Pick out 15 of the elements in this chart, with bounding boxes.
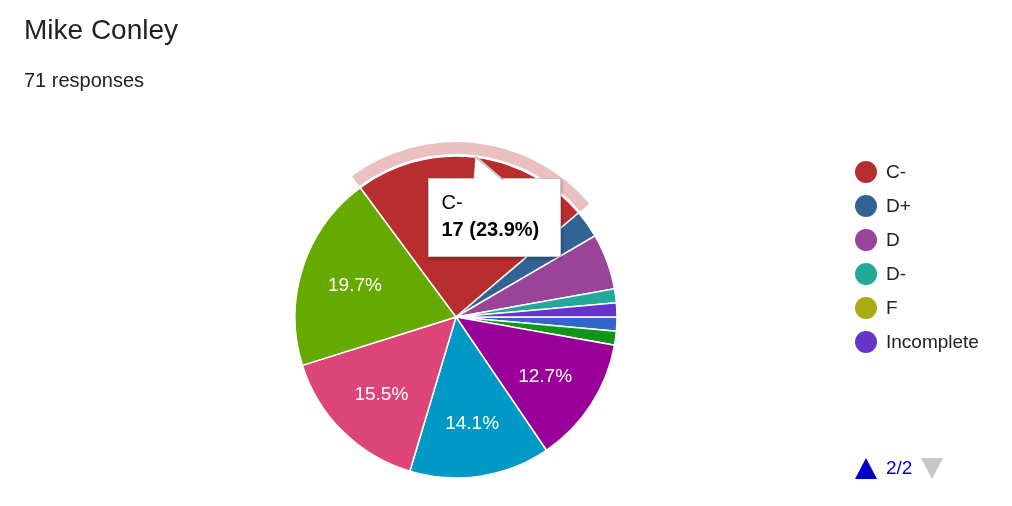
legend-label: C- — [886, 161, 907, 182]
data-label: 14.1% — [445, 411, 500, 433]
legend-label: Incomplete — [886, 331, 979, 352]
data-label: 12.7% — [518, 364, 573, 386]
text: 71 responses — [24, 69, 145, 91]
legend-label: F — [886, 297, 898, 318]
chart-title: Mike Conley — [24, 14, 179, 45]
legend-label: D+ — [886, 195, 911, 216]
legend-label: D — [886, 229, 900, 250]
legend-label: D- — [886, 263, 907, 284]
data-label: 15.5% — [354, 382, 409, 404]
text: 17 (23.9%) — [441, 218, 540, 241]
text: 2/2 — [886, 457, 913, 478]
slice-label: C- — [441, 191, 463, 214]
data-label: 19.7% — [328, 273, 382, 295]
